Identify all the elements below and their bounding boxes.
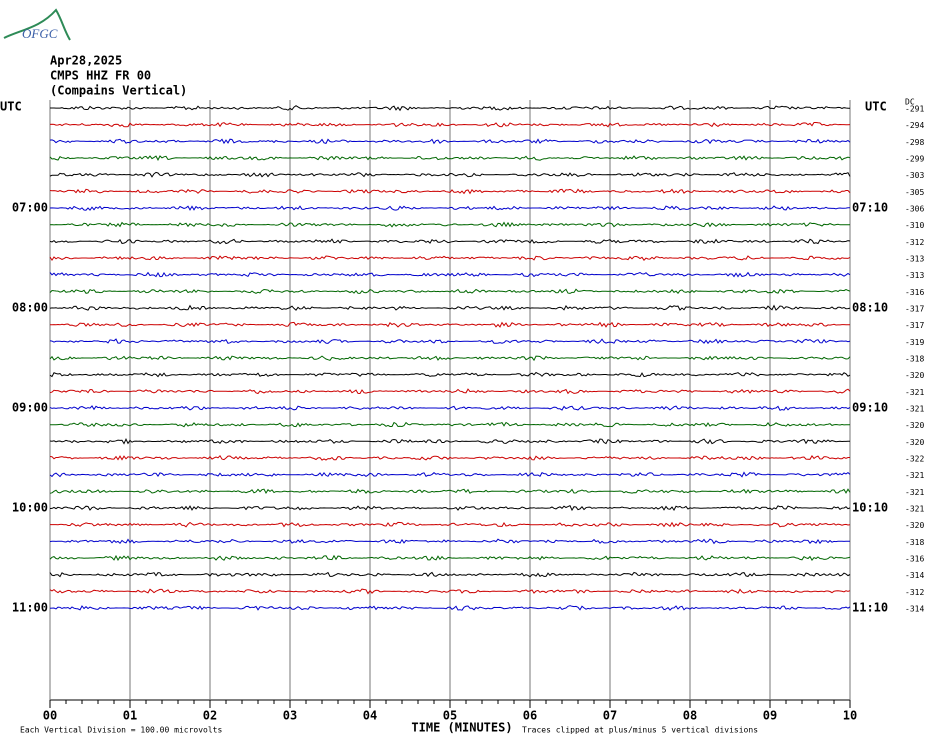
dc-value: -320	[905, 421, 924, 430]
x-tick-label: 08	[683, 709, 697, 723]
dc-value: -316	[905, 288, 924, 297]
right-time-label: 11:10	[852, 601, 888, 615]
dc-value: -322	[905, 455, 924, 464]
trace	[49, 355, 851, 362]
trace	[49, 238, 851, 245]
left-time-label: 08:00	[12, 301, 48, 315]
dc-value: -317	[905, 321, 924, 330]
left-time-label: 09:00	[12, 401, 48, 415]
dc-value: -314	[905, 605, 924, 614]
x-tick-label: 09	[763, 709, 777, 723]
trace	[49, 405, 851, 411]
trace	[49, 554, 851, 562]
dc-value: -317	[905, 305, 924, 314]
trace	[49, 505, 851, 512]
dc-value: -313	[905, 255, 924, 264]
left-time-label: 10:00	[12, 501, 48, 515]
footer-left: Each Vertical Division = 100.00 microvol…	[20, 726, 222, 735]
trace	[49, 438, 851, 445]
x-tick-label: 04	[363, 709, 377, 723]
trace	[50, 421, 850, 428]
trace	[49, 471, 851, 478]
dc-value: -321	[905, 388, 924, 397]
trace	[49, 338, 851, 345]
right-time-label: UTC	[865, 100, 887, 114]
dc-value: -318	[905, 355, 924, 364]
right-time-label: 09:10	[852, 401, 888, 415]
dc-value: -321	[905, 471, 924, 480]
dc-value: -321	[905, 488, 924, 497]
x-tick-label: 01	[123, 709, 137, 723]
left-time-label: 11:00	[12, 601, 48, 615]
trace	[50, 521, 851, 528]
dc-value: -318	[905, 538, 924, 547]
trace	[49, 605, 851, 611]
dc-value: -303	[905, 171, 924, 180]
x-tick-label: 06	[523, 709, 537, 723]
x-tick-label: 07	[603, 709, 617, 723]
trace	[49, 155, 851, 161]
dc-value: -313	[905, 271, 924, 280]
right-time-label: 10:10	[852, 501, 888, 515]
trace	[49, 538, 850, 545]
left-time-label: UTC	[0, 100, 22, 114]
x-axis-title: TIME (MINUTES)	[411, 721, 512, 735]
dc-value: -321	[905, 405, 924, 414]
dc-value: -312	[905, 238, 924, 247]
trace	[49, 271, 851, 278]
dc-value: -320	[905, 438, 924, 447]
dc-value: -321	[905, 505, 924, 514]
dc-value: -306	[905, 205, 924, 214]
trace	[49, 205, 851, 211]
station: CMPS HHZ FR 00	[50, 69, 151, 83]
dc-value: -305	[905, 188, 924, 197]
trace	[49, 288, 851, 294]
footer-right: Traces clipped at plus/minus 5 vertical …	[522, 726, 758, 735]
dc-value: -319	[905, 338, 924, 347]
x-tick-label: 10	[843, 709, 857, 723]
dc-value: -294	[905, 121, 924, 130]
x-tick-label: 00	[43, 709, 57, 723]
trace	[49, 138, 851, 145]
left-time-label: 07:00	[12, 201, 48, 215]
logo: OFGC	[22, 26, 58, 41]
trace	[49, 304, 851, 311]
trace	[50, 105, 850, 112]
dc-value: -298	[905, 138, 924, 147]
dc-value: -314	[905, 571, 924, 580]
trace	[49, 454, 850, 461]
trace	[49, 488, 851, 495]
trace	[49, 122, 851, 128]
trace	[49, 588, 851, 595]
dc-value: -316	[905, 555, 924, 564]
trace	[50, 321, 850, 328]
trace	[49, 371, 851, 378]
trace	[49, 171, 851, 178]
location: (Compains Vertical)	[50, 84, 187, 98]
date: Apr28,2025	[50, 54, 122, 68]
x-tick-label: 03	[283, 709, 297, 723]
right-time-label: 08:10	[852, 301, 888, 315]
dc-header: DC	[905, 98, 915, 107]
dc-value: -320	[905, 521, 924, 530]
trace	[49, 221, 850, 228]
trace	[49, 188, 851, 195]
dc-value: -299	[905, 155, 924, 164]
trace	[49, 255, 851, 262]
dc-value: -320	[905, 371, 924, 380]
dc-value: -312	[905, 588, 924, 597]
dc-value: -310	[905, 221, 924, 230]
trace	[49, 388, 851, 395]
dc-value: -291	[905, 105, 924, 114]
x-tick-label: 02	[203, 709, 217, 723]
logo-swoosh	[3, 8, 71, 41]
right-time-label: 07:10	[852, 201, 888, 215]
x-tick-label: 05	[443, 709, 457, 723]
trace	[49, 571, 851, 578]
